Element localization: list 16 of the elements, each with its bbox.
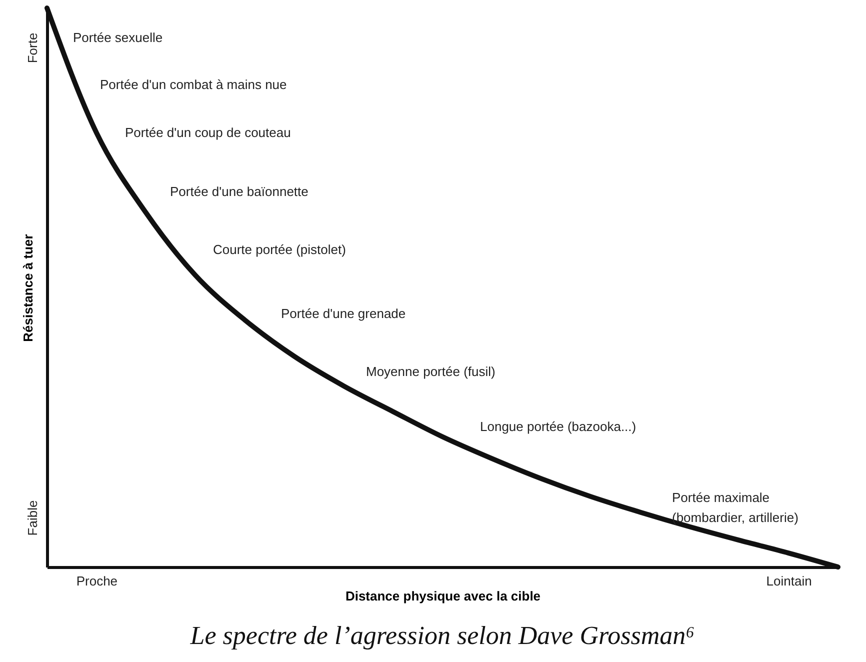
annotation: Portée d'une baïonnette xyxy=(170,184,308,199)
x-tick-label: Proche xyxy=(76,574,118,588)
y-axis-title: Résistance à tuer xyxy=(20,234,36,342)
x-axis-title: Distance physique avec la cible xyxy=(345,588,541,604)
x-tick-label: Lointain xyxy=(766,574,812,588)
annotation: Portée d'un coup de couteau xyxy=(125,125,291,140)
annotation: Longue portée (bazooka...) xyxy=(480,419,636,434)
annotation: Courte portée (pistolet) xyxy=(213,242,346,257)
text: Faible xyxy=(25,500,40,536)
text: Le spectre de l’agression selon Dave Grossman⁶ xyxy=(189,621,695,650)
annotation: Moyenne portée (fusil) xyxy=(366,364,496,379)
annotation: Portée sexuelle xyxy=(73,30,163,45)
annotation: Portée d'une grenade xyxy=(281,306,406,321)
text: Forte xyxy=(25,32,40,64)
annotation: Portée d'un combat à mains nue xyxy=(100,77,287,92)
annotation: Portée maximale (bombardier, artillerie) xyxy=(672,490,798,525)
